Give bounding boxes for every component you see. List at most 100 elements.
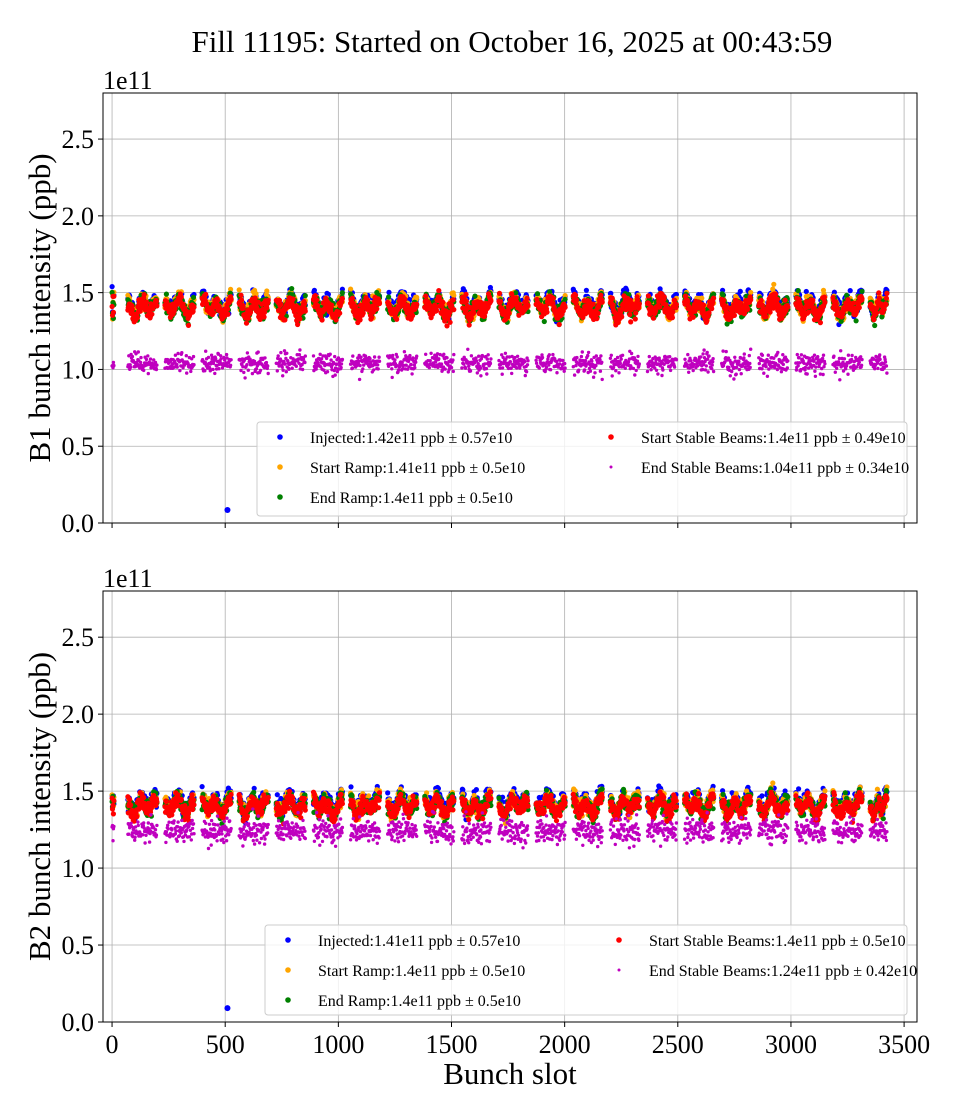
data-point (573, 297, 580, 303)
data-point (154, 303, 160, 309)
data-point (297, 316, 303, 322)
data-point (853, 318, 859, 324)
data-point (645, 293, 652, 299)
data-point (463, 298, 469, 304)
data-point (240, 305, 246, 311)
data-point (594, 316, 600, 322)
data-point (289, 286, 295, 292)
data-point (238, 292, 244, 298)
data-point (583, 287, 590, 293)
data-point (402, 296, 408, 302)
data-point (238, 297, 245, 303)
data-point (488, 298, 494, 304)
data-point (109, 284, 115, 290)
data-point (312, 293, 318, 299)
data-point (632, 316, 638, 322)
data-point (278, 301, 284, 307)
data-point (264, 305, 270, 311)
data-point (608, 290, 614, 296)
data-point (348, 286, 354, 292)
data-point (879, 314, 885, 320)
data-point (771, 281, 777, 287)
data-point (572, 292, 579, 298)
data-point (329, 302, 335, 308)
data-point (376, 300, 383, 307)
data-point (110, 309, 116, 315)
data-point (633, 310, 639, 316)
data-point (590, 301, 596, 307)
outlier-point (224, 506, 231, 513)
data-point (339, 296, 345, 302)
data-point (795, 288, 801, 294)
data-point (311, 287, 317, 293)
data-point (525, 302, 531, 308)
data-point (349, 295, 355, 301)
data-point (225, 311, 231, 317)
data-point (394, 316, 400, 322)
data-point (360, 310, 366, 316)
data-point (609, 295, 615, 301)
data-point (562, 296, 568, 302)
data-point (190, 294, 197, 300)
data-point (541, 318, 547, 325)
data-point (847, 288, 853, 294)
data-point (302, 293, 308, 299)
data-point (163, 291, 169, 297)
data-point (534, 291, 541, 297)
data-point (562, 304, 568, 310)
data-point (748, 289, 754, 296)
data-point (414, 301, 420, 307)
data-point (451, 307, 457, 313)
data-point (149, 311, 155, 317)
data-point (650, 315, 657, 321)
data-point (440, 299, 446, 305)
data-point (496, 290, 503, 296)
data-point (111, 293, 117, 299)
data-point (436, 288, 442, 294)
data-point (236, 287, 242, 293)
data-point (414, 294, 420, 300)
data-point (129, 306, 135, 312)
data-point (143, 299, 149, 305)
data-point (314, 297, 320, 303)
data-point (374, 306, 380, 312)
data-point (109, 303, 115, 310)
data-point (357, 317, 363, 323)
data-point (497, 298, 503, 304)
data-point (210, 310, 216, 316)
data-point (265, 297, 271, 303)
data-point (141, 292, 147, 298)
data-point (803, 288, 809, 295)
data-point (423, 293, 429, 299)
data-point (524, 295, 530, 301)
data-point (598, 292, 604, 298)
data-point (302, 308, 308, 314)
data-point (595, 310, 601, 316)
data-point (178, 294, 184, 300)
data-point (872, 322, 878, 329)
data-point (466, 322, 472, 328)
data-point (386, 289, 392, 295)
data-point (185, 322, 192, 328)
data-point (214, 297, 221, 304)
data-point (243, 320, 250, 326)
data-point (544, 309, 550, 315)
data-point (599, 299, 605, 305)
data-point (245, 315, 251, 321)
data-point (636, 301, 642, 307)
data-point (339, 290, 345, 296)
data-point (295, 321, 301, 328)
data-point (434, 307, 440, 314)
data-point (386, 294, 392, 300)
data-point (410, 312, 416, 319)
data-point (737, 288, 743, 294)
data-point (301, 301, 307, 307)
data-point (610, 302, 616, 308)
data-point (859, 288, 865, 294)
data-point (369, 314, 375, 320)
data-point (203, 291, 209, 297)
data-point (134, 315, 140, 321)
data-point (261, 314, 267, 320)
